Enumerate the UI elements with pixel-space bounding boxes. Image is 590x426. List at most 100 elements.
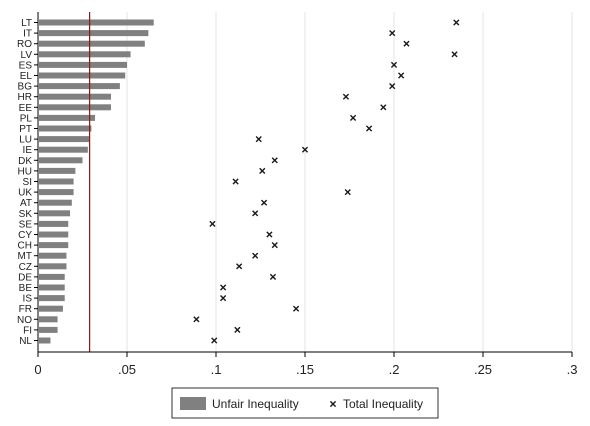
legend: Unfair Inequality Total Inequality: [171, 387, 439, 419]
marker-lu-stroke-b: [255, 136, 262, 143]
bar-cz: [39, 263, 67, 270]
bar-el: [39, 72, 126, 79]
y-tick-label-bg: BG: [18, 82, 33, 93]
y-tick-label-no: NO: [17, 315, 32, 326]
marker-ch: [271, 242, 278, 249]
y-tick-label-it: IT: [23, 29, 32, 40]
bar-pl: [39, 114, 95, 121]
bar-uk: [39, 189, 74, 196]
y-tick-label-ro: RO: [17, 39, 32, 50]
marker-uk-stroke-b: [344, 189, 351, 196]
marker-ro-stroke-b: [403, 40, 410, 47]
y-tick-label-dk: DK: [18, 156, 32, 167]
bar-ch: [39, 242, 69, 249]
x-tick-label-5: .25: [474, 362, 492, 377]
marker-se-stroke-b: [209, 220, 216, 227]
marker-cz-stroke-b: [236, 263, 243, 270]
marker-be: [220, 284, 227, 291]
marker-ee: [380, 104, 387, 111]
bar-be: [39, 284, 65, 291]
bar-at: [39, 199, 72, 206]
bar-lt: [39, 19, 154, 26]
y-tick-label-fr: FR: [19, 304, 32, 315]
bar-bg: [39, 83, 120, 90]
marker-fr: [293, 305, 300, 312]
y-tick-label-lt: LT: [21, 18, 32, 29]
marker-mt-stroke-b: [252, 252, 259, 259]
x-tick-label-2: .1: [211, 362, 222, 377]
marker-dk-stroke-b: [271, 157, 278, 164]
bar-ro: [39, 40, 145, 47]
marker-is: [220, 295, 227, 302]
marker-bg: [389, 83, 396, 90]
bar-se: [39, 220, 69, 227]
marker-se: [209, 220, 216, 227]
bar-lu: [39, 136, 90, 143]
legend-label-total-inequality: Total Inequality: [343, 397, 423, 411]
marker-cy: [266, 231, 273, 238]
marker-cy-stroke-b: [266, 231, 273, 238]
bar-no: [39, 316, 58, 323]
marker-pt-stroke-b: [365, 125, 373, 132]
y-tick-label-ie: IE: [23, 145, 33, 156]
marker-nl-stroke-b: [211, 337, 218, 344]
bar-fr: [39, 305, 63, 312]
bar-is: [39, 295, 65, 302]
marker-pl: [349, 114, 357, 121]
marker-no-stroke-b: [193, 316, 200, 323]
y-tick-label-at: AT: [20, 198, 32, 209]
marker-hr: [342, 93, 350, 100]
axes: [34, 12, 573, 357]
legend-swatch-unfair-inequality: [180, 397, 206, 410]
y-tick-label-pl: PL: [20, 113, 33, 124]
marker-it: [389, 30, 396, 37]
marker-ie-stroke-b: [301, 146, 309, 153]
marker-si: [232, 178, 239, 185]
legend-x-glyph-stroke-b: [329, 400, 337, 408]
x-tick-label-4: .2: [389, 362, 400, 377]
y-tick-label-lv: LV: [21, 50, 33, 61]
marker-cz: [236, 263, 243, 270]
x-tick-label-6: .3: [567, 362, 578, 377]
marker-lu: [255, 136, 262, 143]
x-tick-label-1: .05: [118, 362, 136, 377]
marker-is-stroke-b: [220, 295, 227, 302]
y-tick-label-cz: CZ: [19, 262, 32, 273]
y-tick-label-hr: HR: [18, 92, 32, 103]
marker-sk-stroke-b: [252, 210, 259, 217]
marker-de-stroke-b: [269, 273, 277, 280]
legend-box: [171, 387, 439, 419]
bar-ee: [39, 104, 111, 111]
marker-mt: [252, 252, 259, 259]
bar-de: [39, 273, 65, 280]
y-tick-label-mt: MT: [18, 251, 32, 262]
legend-x-glyph: [329, 400, 337, 408]
marker-es-stroke-b: [390, 61, 398, 68]
marker-hu: [259, 167, 266, 174]
marker-lt: [453, 19, 460, 26]
marker-dk: [271, 157, 278, 164]
y-tick-label-pt: PT: [19, 124, 32, 135]
y-tick-label-si: SI: [23, 177, 32, 188]
x-tick-labels: 0 .05 .1 .15 .2 .25 .3: [34, 362, 577, 377]
marker-lt-stroke-b: [453, 19, 460, 26]
bar-nl: [39, 337, 51, 344]
marker-de: [269, 273, 277, 280]
bar-es: [39, 61, 127, 68]
bar-it: [39, 30, 149, 37]
y-tick-label-sk: SK: [19, 209, 33, 220]
marker-be-stroke-b: [220, 284, 227, 291]
bar-hu: [39, 167, 76, 174]
bar-dk: [39, 157, 83, 164]
y-tick-label-el: EL: [20, 71, 33, 82]
marker-es: [390, 61, 398, 68]
marker-fi: [234, 326, 241, 333]
gridlines: [126, 12, 573, 352]
marker-nl: [211, 337, 218, 344]
marker-at: [260, 199, 268, 206]
marker-bg-stroke-b: [389, 83, 396, 90]
x-tick-label-3: .15: [296, 362, 314, 377]
bars: [39, 19, 154, 344]
